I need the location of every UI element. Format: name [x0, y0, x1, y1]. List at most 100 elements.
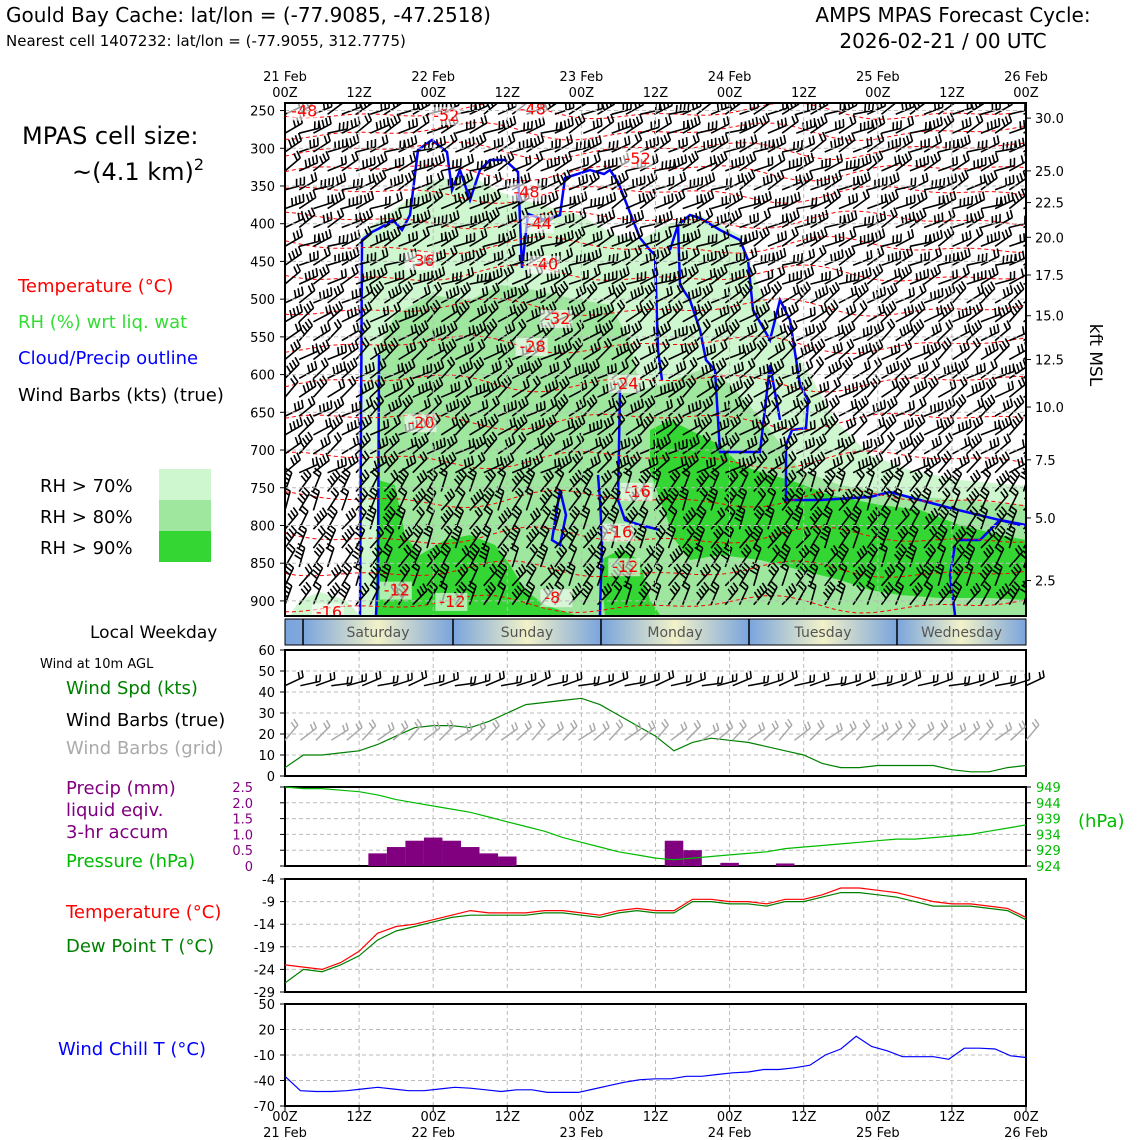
- wind-barb: [383, 397, 403, 417]
- wind-barb: [653, 245, 672, 266]
- wind-barb: [980, 170, 998, 191]
- wind-barb: [568, 269, 589, 285]
- wind-barb: [667, 282, 685, 304]
- title-right-1: AMPS MPAS Forecast Cycle:: [815, 3, 1090, 27]
- wind-barb: [1008, 359, 1026, 380]
- wind-barb: [966, 191, 986, 210]
- wind-barb: [526, 194, 547, 210]
- wind-barb-grid: [809, 719, 825, 741]
- wind-barb: [369, 340, 388, 361]
- wind-barb-grid: [392, 720, 409, 741]
- wind-barb: [739, 116, 759, 134]
- wind-barb: [583, 419, 603, 436]
- wind-barb-grid: [824, 722, 843, 741]
- wind-barb: [679, 561, 693, 587]
- wind-barb: [852, 468, 865, 492]
- wind-barb: [597, 157, 618, 172]
- wind-barb: [724, 361, 745, 380]
- wind-barb: [980, 248, 1000, 266]
- wind-barb: [412, 284, 431, 304]
- pressure-tick-label: 300: [250, 142, 275, 157]
- pressure-tick-label: 700: [250, 444, 275, 459]
- wind-barb: [369, 323, 389, 342]
- pressure-label: Pressure (hPa): [66, 851, 195, 872]
- wind-barb: [706, 486, 719, 511]
- wind-barb: [878, 542, 888, 568]
- wind-barb: [796, 118, 816, 134]
- wind-barb: [696, 282, 714, 304]
- wind-barb: [753, 319, 769, 342]
- wind-barb: [836, 543, 850, 568]
- wind-barb: [312, 133, 331, 153]
- wind-barb: [341, 247, 360, 266]
- wind-barb: [468, 506, 483, 530]
- wind-barb: [426, 324, 447, 342]
- wind-barb: [426, 135, 447, 153]
- wind-barb: [781, 270, 803, 285]
- wind-barb: [852, 395, 869, 417]
- wind-barb: [979, 562, 993, 587]
- wind-barb: [595, 561, 605, 587]
- wind-barb: [838, 271, 860, 285]
- wind-barb: [365, 505, 377, 530]
- wind-barb: [682, 357, 698, 379]
- top-date-label: 23 Feb: [560, 70, 604, 85]
- wind-barb: [285, 321, 303, 342]
- wind-barb: [511, 396, 529, 417]
- wind-barb: [966, 432, 983, 455]
- wind-barb: [341, 340, 359, 361]
- wind-barb: [437, 561, 450, 587]
- wind-barb: [809, 433, 827, 455]
- wind-barb: [512, 234, 533, 248]
- wind-barb: [309, 486, 321, 511]
- wind-barb: [426, 562, 440, 587]
- wind-barb: [383, 469, 399, 493]
- wind-barb-true: [902, 670, 922, 687]
- wind-barb: [441, 158, 462, 172]
- wind-barb: [824, 188, 842, 210]
- top-hour-label: 12Z: [643, 86, 669, 101]
- wind-barb-true: [732, 671, 752, 687]
- wind-barb: [824, 544, 839, 568]
- wind-barb: [285, 467, 293, 492]
- wind-barb: [781, 469, 797, 493]
- wind-barb: [966, 487, 980, 511]
- top-hour-label: 12Z: [791, 86, 817, 101]
- wind-barb: [949, 580, 963, 606]
- wind-barb: [795, 454, 815, 474]
- wind-barb: [795, 394, 811, 417]
- wind-barb: [355, 208, 374, 229]
- wind-barb: [312, 339, 330, 361]
- wind-barb: [597, 191, 617, 210]
- wind-barb: [667, 563, 682, 587]
- wind-barb: [568, 156, 589, 172]
- wind-barb: [369, 358, 387, 380]
- wind-barb: [412, 209, 431, 229]
- temp-series-label: Temperature (°C): [65, 902, 221, 923]
- wind-barb: [838, 506, 852, 530]
- wind-barb: [949, 467, 963, 492]
- precip-ytick-label: 0: [245, 860, 253, 875]
- rh-legend-90: RH > 90%: [40, 538, 133, 559]
- wind-barb: [597, 113, 615, 134]
- wind-barb: [710, 417, 730, 436]
- wind-barb: [923, 116, 943, 134]
- wind-barb-true: [516, 672, 537, 687]
- wind-barb: [611, 468, 623, 492]
- wind-barb-grid: [516, 720, 532, 741]
- pressure-tick-label: 550: [250, 331, 275, 346]
- wind-barb: [980, 281, 996, 304]
- wind-barb-grid: [624, 722, 642, 741]
- wind-barb-grid: [1025, 718, 1040, 741]
- wind-barb-true: [871, 675, 893, 687]
- wind-barb: [838, 433, 856, 455]
- wind-barb: [952, 152, 970, 172]
- wind-barb: [540, 283, 558, 304]
- wind-barb: [454, 486, 466, 511]
- wind-barb: [767, 306, 788, 323]
- wind-barb: [383, 487, 398, 511]
- wind-barb: [625, 338, 642, 361]
- wind-barb: [611, 214, 632, 229]
- wind-barb: [298, 468, 312, 492]
